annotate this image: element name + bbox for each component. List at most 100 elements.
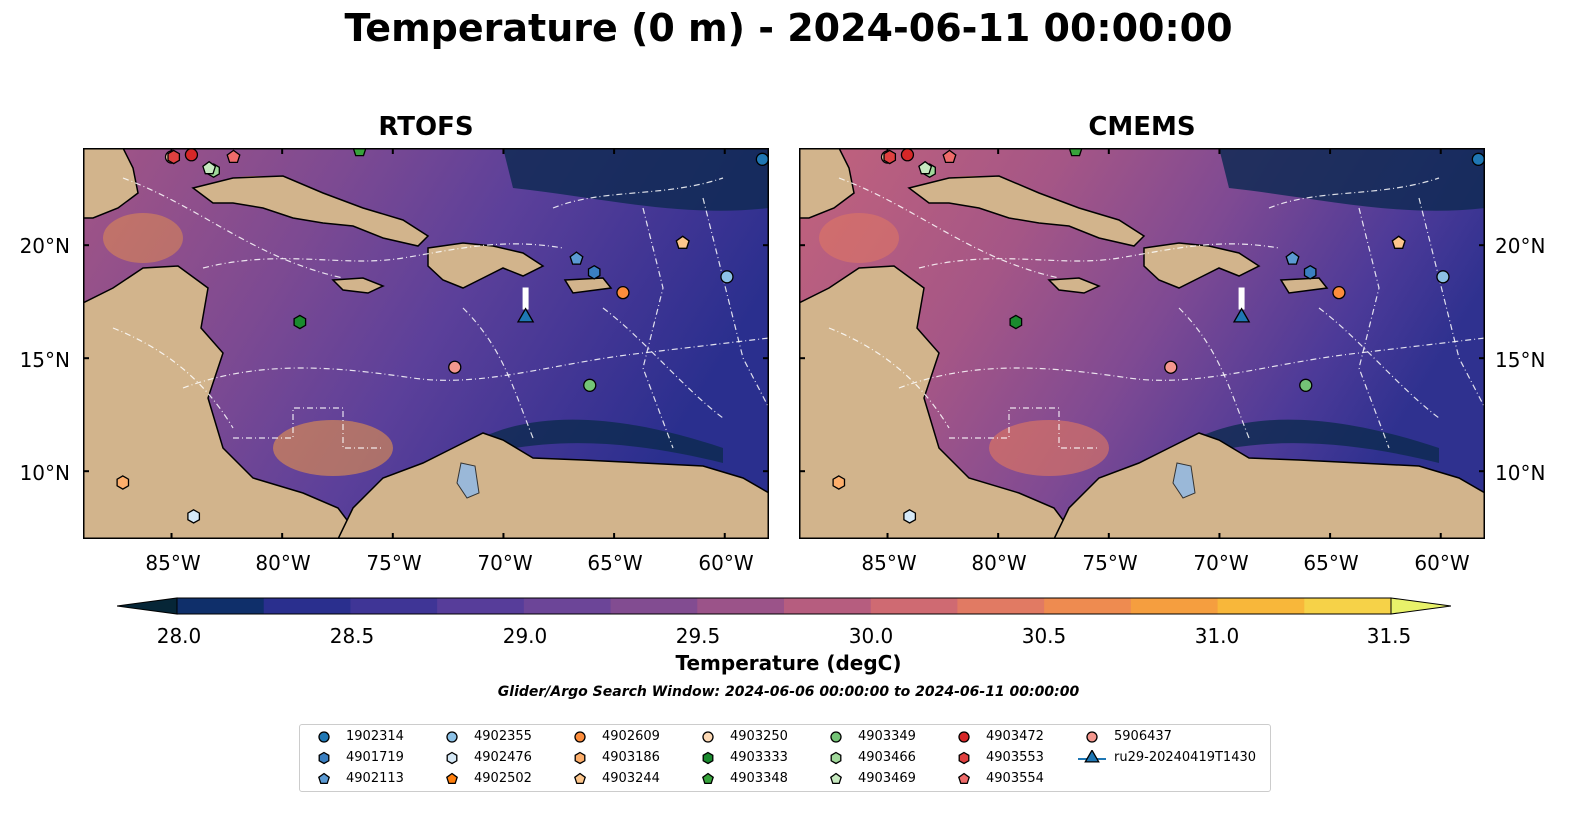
colorbar-swatch bbox=[1217, 598, 1305, 614]
legend-label: 4903466 bbox=[858, 750, 916, 765]
platform-marker-4903469 bbox=[918, 160, 933, 175]
lon-label-80w-right: 80°W bbox=[971, 551, 1027, 575]
legend-marker-ru29-20240419T1430 bbox=[1084, 750, 1100, 763]
legend-label: 1902314 bbox=[346, 729, 404, 744]
platform-marker-4903349 bbox=[1299, 378, 1313, 392]
colorbar-swatch bbox=[263, 598, 351, 614]
pentagon-marker-icon bbox=[574, 772, 586, 785]
legend-label: 5906437 bbox=[1114, 729, 1172, 744]
legend-marker-4903472 bbox=[958, 731, 970, 743]
colorbar-tick-31-5: 31.5 bbox=[1366, 624, 1412, 648]
platform-marker-4902355 bbox=[720, 270, 734, 284]
platform-marker-5906437 bbox=[448, 360, 462, 374]
circle-marker-icon bbox=[446, 731, 458, 743]
hexagon-marker-icon bbox=[446, 751, 458, 765]
legend-marker-4903348 bbox=[702, 772, 714, 785]
south-america-land bbox=[1053, 432, 1485, 539]
colorbar-swatch bbox=[870, 598, 958, 614]
lat-label-20n-left: 20°N bbox=[19, 234, 70, 258]
platform-marker-4903554 bbox=[942, 149, 957, 164]
lon-label-70w-left: 70°W bbox=[477, 551, 533, 575]
hexagon-marker-icon bbox=[830, 751, 842, 765]
colorbar-extend-min bbox=[117, 597, 178, 615]
colorbar-extend-max bbox=[1390, 597, 1451, 615]
cuba-land bbox=[191, 175, 430, 247]
platform-marker-ru29-20240419T1430 bbox=[516, 307, 535, 323]
legend-label: 4903250 bbox=[730, 729, 788, 744]
colorbar-swatch bbox=[957, 598, 1045, 614]
pentagon-marker-icon bbox=[958, 772, 970, 785]
legend-label: 4903349 bbox=[858, 729, 916, 744]
yucatan-land bbox=[83, 148, 139, 219]
lat-label-15n-right: 15°N bbox=[1495, 348, 1546, 372]
legend-label: 4903186 bbox=[602, 750, 660, 765]
platform-legend: 1902314 4901719 4902113 4902355 4902476 49025… bbox=[299, 724, 1271, 792]
legend-label: 4902113 bbox=[346, 771, 404, 786]
pentagon-marker-icon bbox=[446, 772, 458, 785]
panel-title-rtofs: RTOFS bbox=[378, 112, 474, 142]
legend-label: 4903333 bbox=[730, 750, 788, 765]
legend-label: ru29-20240419T1430 bbox=[1114, 750, 1257, 765]
circle-marker-icon bbox=[318, 731, 330, 743]
platform-marker-4901719 bbox=[1303, 264, 1317, 280]
puerto-rico-land bbox=[563, 277, 613, 294]
colorbar-swatch bbox=[350, 598, 438, 614]
pentagon-marker-icon bbox=[318, 772, 330, 785]
circle-marker-icon bbox=[1086, 731, 1098, 743]
colorbar-tick-29-5: 29.5 bbox=[675, 624, 721, 648]
lat-label-20n-right: 20°N bbox=[1495, 234, 1546, 258]
lon-label-60w-left: 60°W bbox=[698, 551, 754, 575]
colorbar-tick-28-5: 28.5 bbox=[329, 624, 375, 648]
figure-title: Temperature (0 m) - 2024-06-11 00:00:00 bbox=[344, 6, 1233, 50]
legend-label: 4902476 bbox=[474, 750, 532, 765]
lon-label-80w-left: 80°W bbox=[255, 551, 311, 575]
legend-marker-4903554 bbox=[958, 772, 970, 785]
platform-marker-4903553 bbox=[883, 149, 897, 165]
hexagon-marker-icon bbox=[318, 751, 330, 765]
legend-marker-4902609 bbox=[574, 731, 586, 743]
platform-marker-4903186 bbox=[832, 475, 846, 490]
colorbar-swatch bbox=[697, 598, 785, 614]
map-cmems bbox=[799, 148, 1485, 539]
legend-label: 4903553 bbox=[986, 750, 1044, 765]
legend-label: 4903348 bbox=[730, 771, 788, 786]
platform-marker-4902355 bbox=[1436, 270, 1450, 284]
platform-marker-4903186 bbox=[116, 475, 130, 490]
platform-marker-4903348 bbox=[1068, 148, 1083, 157]
hexagon-marker-icon bbox=[958, 751, 970, 765]
colorbar-tick-31-0: 31.0 bbox=[1194, 624, 1240, 648]
south-america-land bbox=[337, 432, 769, 539]
legend-marker-4903186 bbox=[574, 751, 586, 765]
lon-label-75w-left: 75°W bbox=[366, 551, 422, 575]
platform-marker-4902476 bbox=[903, 509, 917, 524]
colorbar-swatch bbox=[784, 598, 872, 614]
platform-marker-4903244 bbox=[1391, 235, 1406, 249]
legend-label: 4903472 bbox=[986, 729, 1044, 744]
legend-marker-4903469 bbox=[830, 772, 842, 785]
platform-marker-5906437 bbox=[1164, 360, 1178, 374]
platform-marker-4902609 bbox=[616, 285, 630, 300]
legend-marker-4903466 bbox=[830, 751, 842, 765]
platform-marker-4903472 bbox=[900, 148, 915, 162]
platform-marker-4903554 bbox=[226, 149, 241, 164]
colorbar-tick-30-0: 30.0 bbox=[848, 624, 894, 648]
colorbar-tick-30-5: 30.5 bbox=[1021, 624, 1067, 648]
hexagon-marker-icon bbox=[574, 751, 586, 765]
hexagon-marker-icon bbox=[702, 751, 714, 765]
lat-label-10n-left: 10°N bbox=[19, 461, 70, 485]
colorbar-swatch bbox=[1304, 598, 1392, 614]
colorbar-tick-28-0: 28.0 bbox=[156, 624, 202, 648]
colorbar-label: Temperature (degC) bbox=[675, 651, 902, 675]
circle-marker-icon bbox=[830, 731, 842, 743]
platform-marker-4903553 bbox=[167, 149, 181, 165]
glider-track-icon bbox=[1078, 750, 1106, 763]
legend-marker-4902476 bbox=[446, 751, 458, 765]
colorbar-swatch bbox=[437, 598, 525, 614]
puerto-rico-land bbox=[1279, 277, 1329, 294]
lat-label-10n-right: 10°N bbox=[1495, 461, 1546, 485]
platform-marker-ru29-20240419T1430 bbox=[1232, 307, 1251, 323]
platform-marker-4902113 bbox=[569, 251, 584, 265]
platform-marker-4903472 bbox=[184, 148, 199, 162]
pentagon-marker-icon bbox=[830, 772, 842, 785]
legend-label: 4903554 bbox=[986, 771, 1044, 786]
